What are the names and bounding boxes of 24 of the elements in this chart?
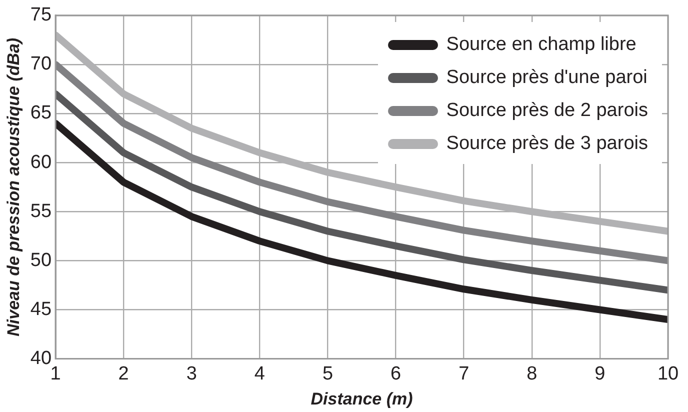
x-axis-title: Distance (m) — [310, 389, 414, 408]
y-tick-label: 60 — [30, 152, 52, 173]
y-tick-label: 75 — [30, 4, 52, 26]
y-tick-label: 65 — [30, 102, 52, 124]
x-tick-label: 7 — [458, 363, 470, 384]
legend-label: Source près de 3 parois — [446, 132, 648, 154]
y-tick-label: 70 — [30, 54, 52, 75]
y-tick-label: 40 — [30, 348, 52, 370]
legend-label: Source près d'une paroi — [446, 66, 648, 88]
y-tick-label: 50 — [30, 250, 52, 271]
x-tick-label: 4 — [254, 363, 266, 384]
x-tick-label: 2 — [118, 363, 129, 384]
legend-label: Source en champ libre — [446, 34, 636, 56]
legend-label: Source près de 2 parois — [446, 100, 648, 122]
x-tick-label: 1 — [50, 363, 61, 384]
y-axis-title: Niveau de pression acoustique (dBa) — [4, 38, 23, 336]
x-tick-label: 10 — [657, 363, 679, 384]
y-tick-label: 45 — [30, 298, 52, 320]
x-tick-label: 5 — [322, 363, 334, 384]
x-tick-label: 8 — [526, 363, 538, 384]
y-tick-label: 55 — [30, 200, 52, 222]
x-tick-label: 6 — [390, 363, 402, 384]
x-tick-label: 9 — [594, 363, 606, 384]
x-tick-label: 3 — [186, 363, 197, 384]
